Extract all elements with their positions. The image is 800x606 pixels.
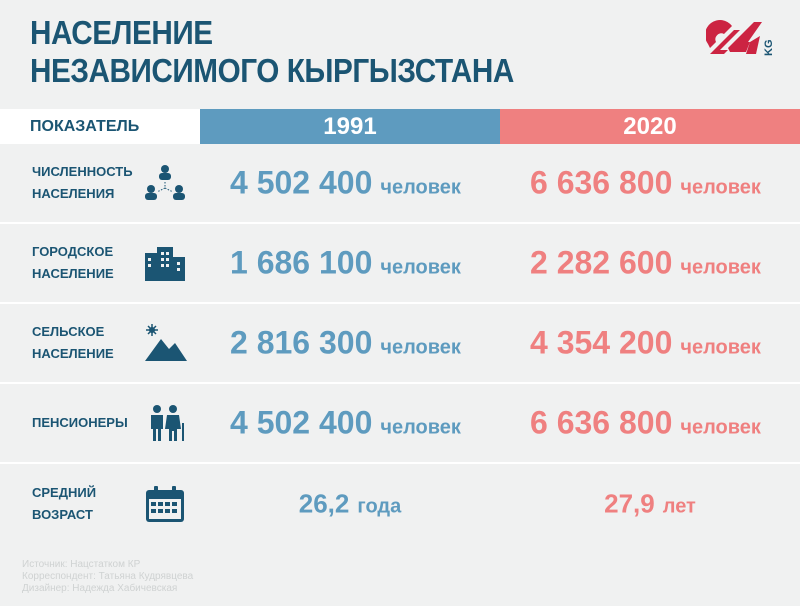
value-1991: 4 502 400 человек [230, 165, 461, 202]
value-2020-number: 4 354 200 [530, 324, 673, 361]
value-1991: 1 686 100 человек [230, 245, 461, 282]
table-row: ПЕНСИОНЕРЫ 4 502 400 человек 6 636 800 чел… [0, 384, 800, 464]
title-line-1: НАСЕЛЕНИЕ [30, 14, 213, 51]
value-2020-unit: человек [680, 416, 761, 439]
header-year-1991: 1991 [200, 109, 500, 144]
logo-suffix: KG [763, 40, 775, 57]
value-2020: 27,9 лет [500, 489, 800, 520]
row-label: СЕЛЬСКОЕ НАСЕЛЕНИЕ [32, 321, 142, 365]
value-1991-unit: человек [380, 416, 461, 439]
value-1991-unit: человек [380, 336, 461, 359]
row-label-line-1: ГОРОДСКОЕ [32, 244, 114, 259]
credit-designer: Дизайнер: Надежда Хабичевская [22, 583, 178, 594]
value-1991-number: 1 686 100 [230, 244, 373, 281]
row-label-line-2: НАСЕЛЕНИЕ [32, 266, 114, 281]
value-2020: 6 636 800 человек [530, 405, 761, 442]
row-label-line-2: НАСЕЛЕНИЕ [32, 346, 114, 361]
row-label-line-1: ЧИСЛЕННОСТЬ [32, 164, 133, 179]
value-1991-unit: человек [380, 256, 461, 279]
value-2020-unit: человек [680, 256, 761, 279]
value-2020-number: 27,9 [604, 488, 655, 519]
table-row: СЕЛЬСКОЕ НАСЕЛЕНИЕ 2 816 300 человек 4 354… [0, 304, 800, 384]
page-title: НАСЕЛЕНИЕ НЕЗАВИСИМОГО КЫРГЫЗСТАНА [30, 14, 514, 90]
value-2020-unit: лет [662, 495, 696, 518]
value-2020: 2 282 600 человек [530, 245, 761, 282]
row-label-line-2: НАСЕЛЕНИЯ [32, 186, 115, 201]
header-year-2020: 2020 [500, 109, 800, 144]
value-1991: 26,2 года [200, 489, 500, 520]
table-row: ГОРОДСКОЕ НАСЕЛЕНИЕ 1 686 100 человек 2 28… [0, 224, 800, 304]
value-2020-unit: человек [680, 336, 761, 359]
row-label: СРЕДНИЙ ВОЗРАСТ [32, 482, 142, 526]
value-1991-unit: года [357, 495, 402, 518]
value-2020: 6 636 800 человек [530, 165, 761, 202]
value-2020-number: 6 636 800 [530, 404, 673, 441]
value-1991-number: 2 816 300 [230, 324, 373, 361]
value-2020: 4 354 200 человек [530, 325, 761, 362]
value-1991-number: 26,2 [298, 488, 350, 519]
header-indicator: ПОКАЗАТЕЛЬ [0, 109, 200, 144]
mountains-sun-icon [145, 324, 187, 361]
row-label-line-2: ВОЗРАСТ [32, 507, 93, 522]
title-line-2: НЕЗАВИСИМОГО КЫРГЫЗСТАНА [30, 52, 514, 89]
row-label: ГОРОДСКОЕ НАСЕЛЕНИЕ [32, 241, 142, 285]
calendar-icon [146, 486, 184, 522]
value-1991-unit: человек [380, 176, 461, 199]
city-buildings-icon [145, 247, 185, 281]
row-label-line-1: ПЕНСИОНЕРЫ [32, 415, 128, 430]
row-label-line-1: СЕЛЬСКОЕ [32, 324, 105, 339]
value-2020-number: 6 636 800 [530, 164, 673, 201]
credit-source: Источник: Нацстатком КР [22, 559, 141, 570]
row-label: ЧИСЛЕННОСТЬ НАСЕЛЕНИЯ [32, 161, 142, 205]
table-row: СРЕДНИЙ ВОЗРАСТ 26,2 года 27,9 лет [0, 464, 800, 544]
value-2020-number: 2 282 600 [530, 244, 673, 281]
24kg-logo: KG [706, 20, 775, 57]
elderly-couple-icon [151, 405, 184, 441]
value-1991: 4 502 400 человек [230, 405, 461, 442]
people-network-icon [145, 165, 185, 200]
credits: Источник: Нацстатком КР Корреспондент: Т… [22, 559, 193, 595]
row-label: ПЕНСИОНЕРЫ [32, 412, 142, 434]
credit-correspondent: Корреспондент: Татьяна Кудрявцева [22, 571, 194, 582]
row-label-line-1: СРЕДНИЙ [32, 485, 97, 500]
table-row: ЧИСЛЕННОСТЬ НАСЕЛЕНИЯ 4 502 400 человек 6 … [0, 144, 800, 224]
value-1991-number: 4 502 400 [230, 164, 373, 201]
value-2020-unit: человек [680, 176, 761, 199]
value-1991: 2 816 300 человек [230, 325, 461, 362]
value-1991-number: 4 502 400 [230, 404, 373, 441]
